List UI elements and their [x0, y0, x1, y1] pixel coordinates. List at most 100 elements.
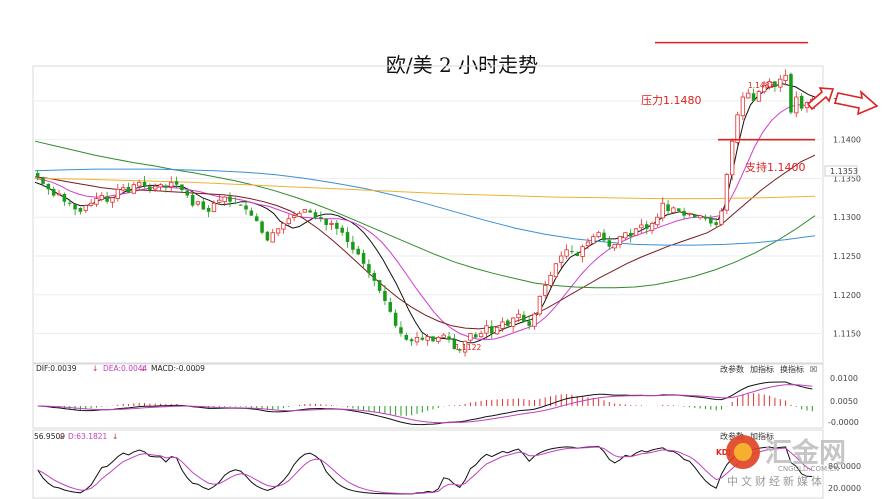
macd-add-indicator-button[interactable]: 加指标: [750, 364, 774, 374]
macd-dif-label: DIF:0.0039: [36, 364, 77, 373]
candle-body: [703, 216, 708, 219]
macd-switch-indicator-button[interactable]: 换指标: [780, 364, 804, 374]
candle-body: [778, 78, 783, 88]
candle-body: [506, 320, 510, 326]
candle-body: [628, 232, 633, 237]
candle-body: [372, 273, 377, 281]
support-label: 支持1.1400: [745, 160, 806, 174]
svg-text:↓: ↓: [112, 432, 118, 441]
candle-body: [195, 201, 201, 205]
candle-body: [644, 224, 649, 229]
price-tick-label: 1.1200: [833, 291, 861, 300]
candle-body: [709, 217, 713, 224]
candle-body: [319, 217, 323, 219]
candle-body: [649, 223, 655, 231]
candle-body: [67, 202, 72, 204]
candle-body: [73, 204, 77, 210]
candle-body: [548, 274, 553, 286]
candle-body: [238, 204, 243, 206]
candle-body: [217, 199, 222, 203]
candle-body: [441, 334, 446, 338]
candle-body: [185, 190, 190, 196]
candle-body: [585, 241, 591, 247]
candle-body: [180, 184, 184, 191]
candle-body: [169, 181, 174, 188]
candle-body: [105, 196, 109, 202]
candle-body: [666, 204, 670, 212]
candle-body: [494, 326, 500, 335]
candle-body: [148, 186, 152, 191]
candle-body: [543, 285, 548, 296]
candle-body: [201, 201, 206, 210]
kdj-d-label: D:63.1821: [68, 432, 108, 441]
down-arrow-icon: [833, 89, 879, 116]
candle-body: [789, 73, 793, 113]
macd-close-icon[interactable]: ☒: [810, 365, 817, 374]
candle-body: [724, 174, 730, 211]
candle-body: [244, 205, 248, 210]
candle-body: [756, 91, 762, 102]
macd-value-label: MACD:-0.0009: [151, 364, 205, 373]
svg-text:↓: ↓: [58, 432, 64, 441]
candle-body: [297, 212, 302, 217]
moving-averages: [34, 83, 816, 344]
candle-body: [211, 202, 217, 212]
candle-body: [660, 202, 665, 219]
kdj-panel-frame: [32, 429, 824, 499]
candle-body: [281, 223, 286, 230]
resistance-label: 压力1.1480: [641, 94, 702, 107]
macd-dif-line: [37, 381, 813, 426]
candle-body: [746, 92, 751, 99]
candle-body: [462, 340, 468, 353]
candle-body: [570, 251, 574, 253]
kdj-add-indicator-button[interactable]: 加指标: [750, 431, 774, 441]
candle-body: [404, 334, 409, 340]
candle-body: [537, 295, 543, 315]
kdj-tick-1: 80.0000: [828, 462, 861, 471]
candle-body: [575, 252, 580, 256]
candle-body: [740, 96, 746, 117]
candle-body: [447, 336, 451, 340]
candle-body: [174, 181, 179, 185]
candle-body: [730, 140, 735, 176]
candle-body: [249, 210, 254, 216]
candle-body: [393, 312, 398, 326]
moving-average-line: [34, 140, 816, 289]
watermark-tagline: 中文财经新媒体: [727, 474, 825, 488]
candle-body: [88, 202, 94, 206]
macd-change-params-button[interactable]: 改参数: [720, 364, 744, 374]
high-label: 1.1483: [748, 81, 774, 90]
candle-body: [468, 333, 473, 341]
moving-average-line: [34, 154, 816, 330]
candle-body: [751, 93, 756, 101]
kdj-change-params-button[interactable]: 改参数: [720, 431, 744, 441]
candle-body: [388, 302, 393, 312]
candle-body: [228, 196, 232, 202]
candle-body: [51, 189, 56, 196]
candle-body: [260, 221, 264, 233]
candle-body: [78, 208, 83, 212]
kdj-tick-2: 20.0000: [828, 484, 861, 493]
price-tick-label: 1.1400: [833, 136, 861, 145]
candle-body: [596, 232, 601, 238]
cngold-logo: 汇金网 CNGOLD.COM.CN 中文财经新媒体: [726, 435, 846, 488]
moving-average-line: [34, 83, 816, 344]
candle-body: [340, 227, 344, 233]
candle-body: [233, 202, 238, 204]
candle-body: [697, 215, 703, 219]
candle-body: [414, 337, 420, 343]
last-price-box: [824, 165, 858, 177]
macd-tick-2: 0.0050: [830, 397, 858, 406]
candle-body: [591, 236, 596, 244]
candle-body: [607, 240, 612, 247]
candle-body: [99, 195, 104, 200]
candle-body: [324, 219, 328, 225]
candle-body: [361, 252, 366, 264]
price-tick-label: 1.1350: [833, 174, 861, 183]
candle-body: [265, 231, 270, 241]
candle-body: [532, 313, 537, 327]
candle-body: [153, 185, 158, 190]
price-tick-label: 1.1250: [833, 252, 861, 261]
candle-body: [41, 178, 45, 184]
